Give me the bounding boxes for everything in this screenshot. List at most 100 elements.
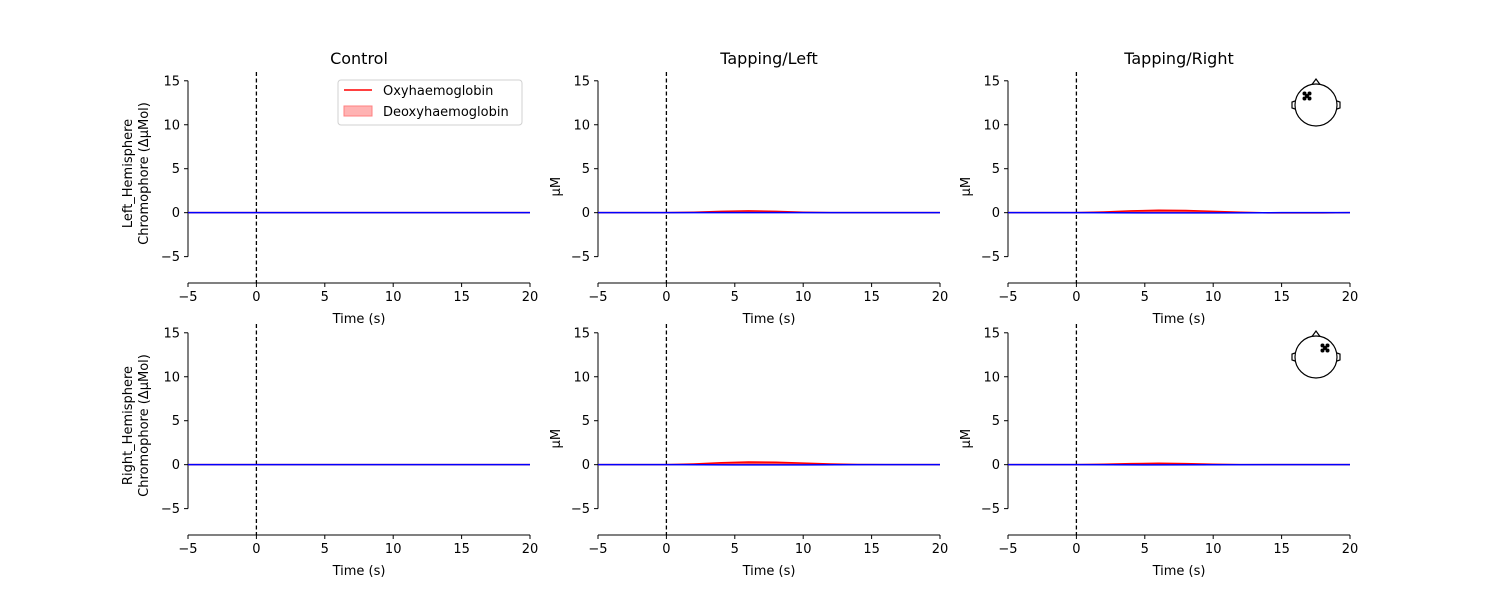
- legend: Oxyhaemoglobin Deoxyhaemoglobin: [337, 79, 523, 126]
- sensor-head-map: [1291, 77, 1341, 127]
- x-tick-label: 20: [522, 542, 539, 557]
- legend-oxy-label: Oxyhaemoglobin: [383, 84, 493, 99]
- y-tick-label: 15: [163, 74, 180, 89]
- y-tick-label: 0: [172, 206, 180, 221]
- y-axis-label: μM: [959, 177, 974, 197]
- y-tick-label: 15: [983, 74, 1000, 89]
- x-tick-label: 10: [795, 542, 812, 557]
- sensor-marker: [1320, 343, 1325, 348]
- x-tick-label: 10: [385, 290, 402, 305]
- x-axis-label: Time (s): [742, 564, 796, 579]
- left-ear-mark: [1291, 100, 1296, 110]
- sensor-marker: [1323, 346, 1327, 350]
- y-tick-label: 5: [172, 162, 180, 177]
- y-tick-label: −5: [161, 502, 180, 517]
- y-tick-label: 10: [983, 370, 1000, 385]
- sensor-marker: [1302, 91, 1307, 96]
- y-tick-label: 10: [983, 118, 1000, 133]
- panel-title: Control: [330, 49, 388, 68]
- x-tick-label: −5: [588, 542, 607, 557]
- y-tick-label: 15: [163, 326, 180, 341]
- y-tick-label: −5: [981, 502, 1000, 517]
- y-axis-label: μM: [549, 177, 564, 197]
- y-axis-label-line-1: Left_Hemisphere: [121, 119, 136, 228]
- y-axis-label-line-1: Right_Hemisphere: [121, 366, 136, 485]
- y-tick-label: 0: [992, 206, 1000, 221]
- y-axis-label: μM: [959, 429, 974, 449]
- y-tick-label: −5: [161, 250, 180, 265]
- x-axis-label: Time (s): [332, 564, 386, 579]
- x-tick-label: 5: [1141, 542, 1149, 557]
- sensor-marker: [1302, 96, 1307, 101]
- x-axis-label: Time (s): [742, 312, 796, 327]
- x-tick-label: −5: [998, 290, 1017, 305]
- panel-1: Control −5 0 5 10 15 −5 0 5 10 15 20 Time (s) Left_He…: [121, 49, 538, 327]
- x-tick-label: 15: [1273, 542, 1290, 557]
- y-tick-label: 10: [573, 118, 590, 133]
- y-tick-label: 10: [573, 370, 590, 385]
- legend-deoxy-label: Deoxyhaemoglobin: [383, 105, 509, 120]
- x-tick-label: 0: [662, 542, 670, 557]
- x-axis-label: Time (s): [1152, 564, 1206, 579]
- x-tick-label: 10: [1205, 542, 1222, 557]
- nose-mark: [1311, 329, 1321, 337]
- y-tick-label: 0: [992, 458, 1000, 473]
- y-tick-label: −5: [571, 250, 590, 265]
- panel-6: −5 0 5 10 15 −5 0 5 10 15 20 Time (s) μM: [959, 324, 1358, 579]
- y-tick-label: 5: [992, 414, 1000, 429]
- sensor-marker: [1320, 348, 1325, 353]
- y-tick-label: 10: [163, 370, 180, 385]
- x-tick-label: 15: [453, 290, 470, 305]
- x-tick-label: 10: [385, 542, 402, 557]
- panel-5: −5 0 5 10 15 −5 0 5 10 15 20 Time (s) μM: [549, 324, 948, 579]
- x-tick-label: 0: [252, 542, 260, 557]
- x-tick-label: 20: [1342, 290, 1359, 305]
- x-tick-label: 15: [863, 290, 880, 305]
- x-tick-label: −5: [178, 542, 197, 557]
- y-tick-label: −5: [981, 250, 1000, 265]
- panel-title: Tapping/Left: [719, 49, 817, 68]
- y-tick-label: 10: [163, 118, 180, 133]
- sensor-marker: [1325, 343, 1330, 348]
- y-tick-label: 0: [172, 458, 180, 473]
- right-ear-mark: [1336, 100, 1341, 110]
- y-tick-label: 5: [582, 414, 590, 429]
- x-tick-label: 5: [731, 542, 739, 557]
- sensor-marker: [1307, 91, 1312, 96]
- head-outline: [1294, 83, 1338, 127]
- x-tick-label: 0: [662, 290, 670, 305]
- x-tick-label: 5: [1141, 290, 1149, 305]
- x-tick-label: 15: [453, 542, 470, 557]
- y-tick-label: −5: [571, 502, 590, 517]
- y-axis-label: μM: [549, 429, 564, 449]
- y-tick-label: 15: [573, 326, 590, 341]
- legend-box: [337, 79, 523, 126]
- x-tick-label: 10: [795, 290, 812, 305]
- sensor-head-map: [1291, 329, 1341, 379]
- x-tick-label: 0: [1072, 542, 1080, 557]
- x-tick-label: 5: [731, 290, 739, 305]
- x-tick-label: −5: [998, 542, 1017, 557]
- sensor-marker: [1305, 94, 1309, 98]
- legend-deoxy-swatch: [343, 105, 373, 117]
- x-tick-label: 15: [1273, 290, 1290, 305]
- panel-2: Tapping/Left −5 0 5 10 15 −5 0 5 10 15 20 Time (s) μM: [549, 49, 948, 327]
- x-axis-label: Time (s): [1152, 312, 1206, 327]
- x-tick-label: 0: [1072, 290, 1080, 305]
- y-tick-label: 15: [983, 326, 1000, 341]
- x-tick-label: 20: [932, 290, 949, 305]
- panel-title: Tapping/Right: [1123, 49, 1234, 68]
- head-outline: [1294, 335, 1338, 379]
- panel-3: Tapping/Right −5 0 5 10 15 −5 0 5 10 15 20 Time (s) μ…: [959, 49, 1358, 327]
- x-tick-label: 5: [321, 290, 329, 305]
- panel-4: −5 0 5 10 15 −5 0 5 10 15 20 Time (s) Right_Hemisphe…: [121, 324, 538, 579]
- oxy-shaded-area: [598, 462, 940, 465]
- x-tick-label: −5: [588, 290, 607, 305]
- x-tick-label: 20: [932, 542, 949, 557]
- y-tick-label: 0: [582, 458, 590, 473]
- y-tick-label: 5: [172, 414, 180, 429]
- nose-mark: [1311, 77, 1321, 85]
- y-tick-label: 5: [582, 162, 590, 177]
- right-ear-mark: [1336, 352, 1341, 362]
